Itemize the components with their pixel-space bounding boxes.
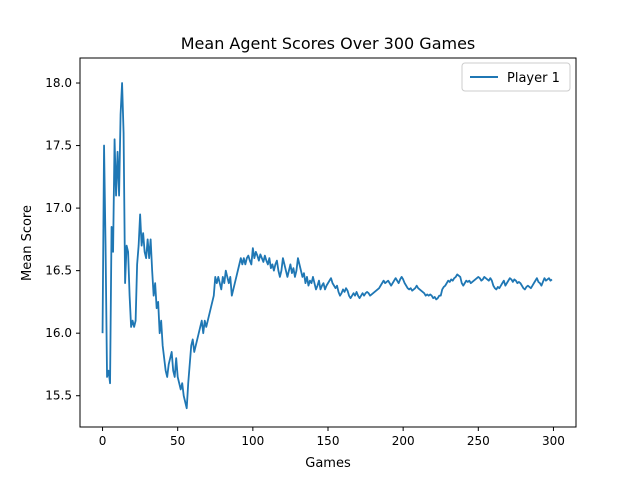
x-tick-label: 0: [99, 434, 107, 448]
x-tick-label: 150: [317, 434, 340, 448]
y-tick-label: 15.5: [45, 389, 72, 403]
y-tick-label: 17.5: [45, 139, 72, 153]
y-tick-label: 16.5: [45, 264, 72, 278]
x-tick-label: 300: [542, 434, 565, 448]
legend-box: [461, 62, 571, 92]
y-tick-label: 16.0: [45, 326, 72, 340]
x-tick-label: 100: [241, 434, 264, 448]
x-tick-label: 50: [170, 434, 185, 448]
series-line-player-1: [101, 82, 553, 410]
y-tick-label: 18.0: [45, 76, 72, 90]
legend: Player 1: [461, 62, 571, 92]
x-tick-label: 200: [392, 434, 415, 448]
y-tick-label: 17.0: [45, 201, 72, 215]
y-axis-label: Mean Score: [20, 205, 35, 281]
x-axis-label: Games: [305, 456, 351, 471]
x-tick-label: 250: [467, 434, 490, 448]
chart-title: Mean Agent Scores Over 300 Games: [181, 34, 476, 53]
legend-label-player-1: Player 1: [507, 71, 560, 86]
plot-area: 0 50 100 150 200 250 300 15.5 16.0 16.5 17.0 17.5 18…: [45, 57, 577, 448]
